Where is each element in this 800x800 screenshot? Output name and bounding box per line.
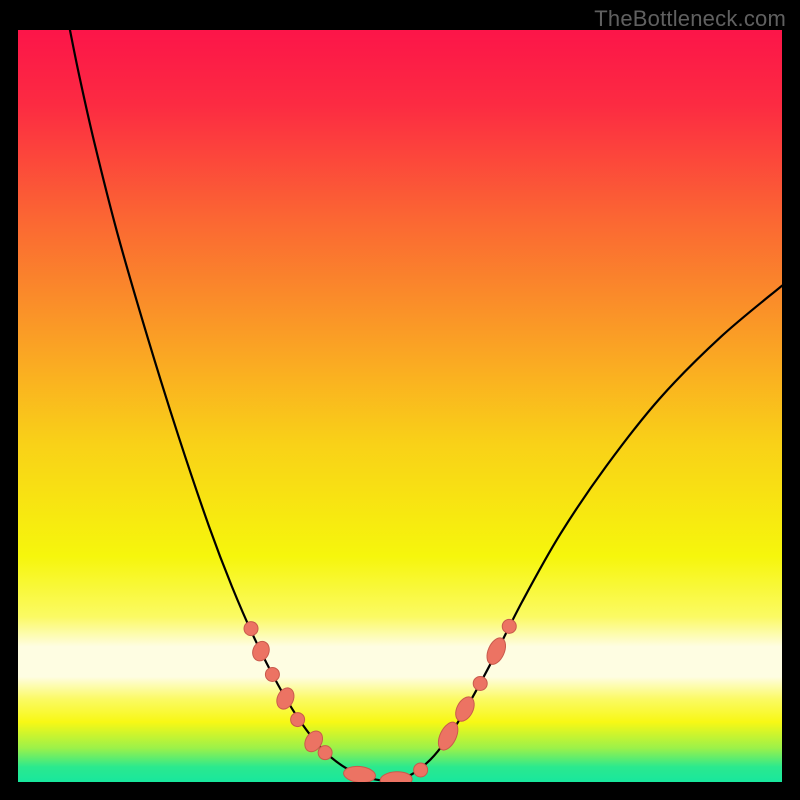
bottleneck-curve-chart bbox=[18, 30, 782, 782]
data-marker bbox=[414, 763, 428, 777]
data-marker bbox=[244, 622, 258, 636]
data-marker bbox=[502, 619, 516, 633]
plot-area bbox=[18, 30, 782, 782]
watermark-text: TheBottleneck.com bbox=[594, 6, 786, 32]
data-marker bbox=[318, 746, 332, 760]
data-marker bbox=[473, 676, 487, 690]
data-marker bbox=[265, 667, 279, 681]
gradient-background bbox=[18, 30, 782, 782]
data-marker bbox=[291, 713, 305, 727]
chart-frame: TheBottleneck.com bbox=[0, 0, 800, 800]
